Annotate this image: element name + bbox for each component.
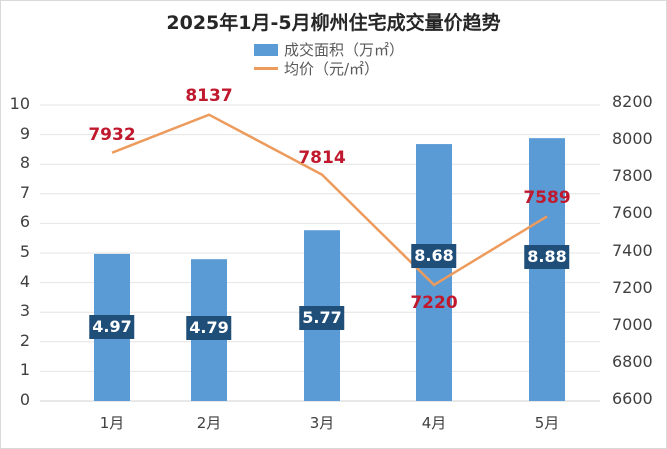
legend-label-area: 成交面积（万㎡）: [284, 41, 405, 59]
price-value-label: 7932: [88, 125, 136, 145]
legend-item-area: 成交面积（万㎡）: [254, 40, 404, 59]
bar-value-label: 4.97: [89, 315, 135, 339]
left-axis-tick: 7: [19, 182, 30, 202]
category-label: 2月: [196, 414, 222, 432]
left-axis-tick: 2: [19, 330, 30, 350]
bar-swatch-icon: [254, 43, 278, 56]
left-axis-tick: 5: [19, 242, 30, 261]
price-line: [111, 113, 548, 287]
legend-item-price: 均价（元/㎡）: [254, 59, 404, 78]
price-value-label: 8137: [185, 86, 233, 106]
right-axis-tick: 6800: [612, 351, 653, 371]
category-label: 4月: [421, 414, 447, 432]
left-axis-tick: 9: [19, 123, 30, 143]
chart-title: 2025年1月-5月柳州住宅成交量价趋势: [166, 12, 501, 34]
bars: [94, 138, 565, 402]
bar: [529, 138, 565, 402]
right-axis-tick: 7200: [612, 277, 653, 297]
right-axis-tick: 7400: [612, 240, 653, 260]
price-value-label: 7220: [410, 293, 458, 313]
line-swatch-icon: [254, 67, 278, 70]
right-axis-tick: 7000: [612, 314, 653, 334]
right-axis-tick: 6600: [612, 389, 653, 408]
category-label: 1月: [99, 414, 125, 432]
left-axis-tick: 4: [19, 271, 30, 291]
left-axis-tick: 3: [19, 301, 30, 321]
bar-value-label: 8.68: [411, 244, 457, 268]
right-axis-tick: 7800: [612, 166, 653, 186]
legend: 成交面积（万㎡） 均价（元/㎡）: [254, 40, 404, 78]
category-label: 5月: [534, 414, 560, 432]
left-axis-tick: 1: [19, 360, 30, 380]
left-axis-tick: 0: [19, 390, 30, 409]
right-axis-tick: 8200: [612, 92, 653, 111]
left-axis-tick: 10: [9, 94, 30, 113]
price-value-label: 7814: [298, 148, 346, 168]
legend-label-price: 均价（元/㎡）: [284, 60, 380, 78]
price-value-label: 7589: [523, 188, 571, 208]
bar-value-label: 8.88: [524, 245, 570, 269]
bar-value-label: 5.77: [299, 306, 345, 330]
category-label: 3月: [309, 414, 335, 432]
bar-value-label: 4.79: [186, 316, 232, 340]
right-axis-tick: 8000: [612, 129, 653, 149]
left-axis-tick: 6: [19, 212, 30, 232]
right-axis-tick: 7600: [612, 203, 653, 223]
left-axis-tick: 8: [19, 153, 30, 173]
